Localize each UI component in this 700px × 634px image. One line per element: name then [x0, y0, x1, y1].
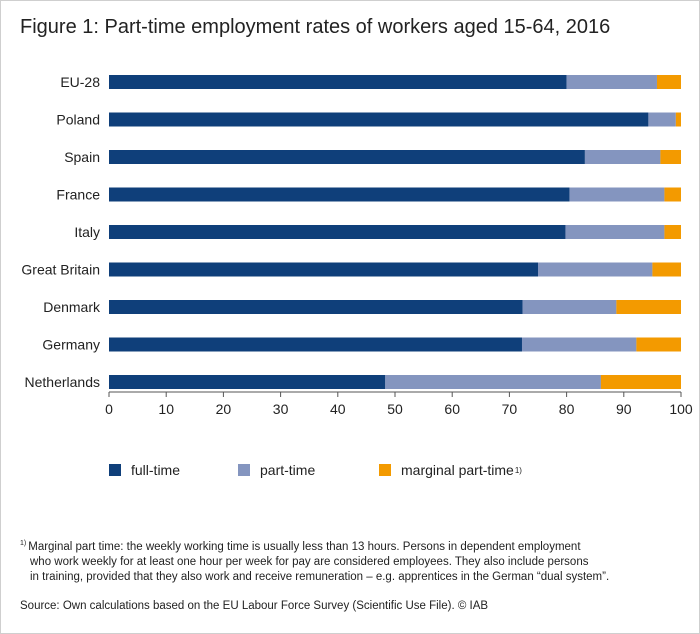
category-label-spain: Spain	[64, 149, 100, 165]
legend-swatch-marginal	[379, 464, 391, 476]
category-label-netherlands: Netherlands	[25, 374, 101, 390]
legend-item-full-time: full-time	[109, 462, 180, 478]
legend-label-marginal: marginal part-time	[401, 462, 514, 478]
bar-denmark-marginal-part-time	[616, 300, 681, 314]
category-label-italy: Italy	[74, 224, 100, 240]
x-tick-label-90: 90	[616, 401, 632, 417]
bar-denmark-part-time	[522, 300, 617, 314]
bar-great-britain-marginal-part-time	[652, 262, 681, 277]
x-tick-label-40: 40	[330, 401, 346, 417]
category-label-germany: Germany	[42, 337, 100, 353]
category-label-france: France	[56, 187, 100, 203]
x-tick-label-100: 100	[669, 401, 693, 417]
bar-italy-full-time	[109, 225, 566, 239]
x-tick-label-50: 50	[387, 401, 403, 417]
chart-title: Figure 1: Part-time employment rates of …	[20, 16, 611, 38]
x-tick-label-60: 60	[444, 401, 460, 417]
footnote-line-2: who work weekly for at least one hour pe…	[30, 555, 589, 568]
bar-poland-full-time	[109, 112, 649, 127]
bar-eu-28-full-time	[109, 75, 567, 89]
stacked-bar-chart: EU-28 Poland Spain France Italy Great Britain…	[21, 74, 693, 417]
x-tick-label-10: 10	[158, 401, 174, 417]
legend-swatch-part-time	[238, 464, 250, 476]
legend-label-part-time: part-time	[260, 462, 316, 478]
bar-netherlands-marginal-part-time	[600, 375, 681, 389]
bar-france-full-time	[109, 187, 570, 202]
bar-spain-marginal-part-time	[660, 150, 681, 164]
legend-footnote-marker: 1)	[514, 465, 522, 475]
footnote-mark: 1)	[20, 540, 27, 547]
footnote-line-1: 1) Marginal part time: the weekly working…	[20, 540, 581, 553]
bar-spain-part-time	[584, 150, 661, 164]
bar-germany-part-time	[521, 337, 637, 352]
bar-germany-marginal-part-time	[636, 337, 681, 352]
bar-netherlands-full-time	[109, 375, 386, 389]
bar-spain-full-time	[109, 150, 585, 164]
category-label-great-britain: Great Britain	[21, 262, 100, 278]
bar-great-britain-part-time	[538, 262, 653, 277]
x-tick-label-80: 80	[559, 401, 575, 417]
bar-netherlands-part-time	[385, 375, 601, 389]
legend-swatch-full-time	[109, 464, 121, 476]
bar-great-britain-full-time	[109, 262, 538, 277]
x-tick-label-0: 0	[105, 401, 113, 417]
x-tick-label-70: 70	[502, 401, 518, 417]
source-note: Source: Own calculations based on the EU…	[20, 600, 489, 612]
legend-item-marginal: marginal part-time 1)	[379, 462, 522, 478]
bar-italy-marginal-part-time	[664, 225, 681, 239]
x-tick-label-20: 20	[216, 401, 232, 417]
bar-poland-part-time	[648, 112, 676, 127]
category-label-eu-28: EU-28	[60, 74, 100, 90]
bar-eu-28-part-time	[566, 75, 657, 89]
category-label-poland: Poland	[56, 112, 100, 128]
legend-item-part-time: part-time	[238, 462, 315, 478]
bar-eu-28-marginal-part-time	[656, 75, 681, 89]
bar-germany-full-time	[109, 337, 522, 352]
bar-denmark-full-time	[109, 300, 523, 314]
bar-france-part-time	[569, 187, 665, 202]
footnote-line-3: in training, provided that they also wor…	[30, 570, 610, 583]
bar-poland-marginal-part-time	[675, 112, 681, 127]
footnote: 1) Marginal part time: the weekly working…	[20, 536, 660, 585]
x-tick-label-30: 30	[273, 401, 289, 417]
category-label-denmark: Denmark	[43, 299, 101, 315]
legend-label-full-time: full-time	[131, 462, 181, 478]
bar-france-marginal-part-time	[664, 187, 681, 202]
bar-italy-part-time	[565, 225, 665, 239]
